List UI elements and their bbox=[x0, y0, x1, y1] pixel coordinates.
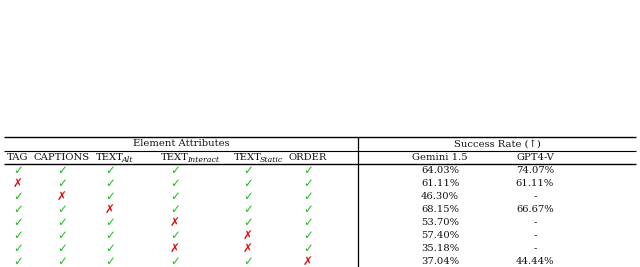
Text: Interact: Interact bbox=[187, 156, 219, 164]
Text: ✓: ✓ bbox=[105, 255, 115, 267]
Text: ✓: ✓ bbox=[303, 164, 313, 177]
Text: TAG: TAG bbox=[7, 153, 29, 162]
Text: ✓: ✓ bbox=[13, 255, 23, 267]
Text: ✓: ✓ bbox=[105, 216, 115, 229]
Text: 64.03%: 64.03% bbox=[421, 166, 459, 175]
Text: ✓: ✓ bbox=[170, 229, 180, 242]
Text: ✗: ✗ bbox=[243, 229, 253, 242]
Text: ✓: ✓ bbox=[13, 203, 23, 216]
Text: ✓: ✓ bbox=[13, 242, 23, 255]
Text: ✓: ✓ bbox=[243, 203, 253, 216]
Text: ✓: ✓ bbox=[57, 177, 67, 190]
Text: -: - bbox=[533, 231, 537, 240]
Text: ✓: ✓ bbox=[57, 229, 67, 242]
Text: TEXT: TEXT bbox=[96, 153, 124, 162]
Text: ✓: ✓ bbox=[105, 242, 115, 255]
Text: -: - bbox=[533, 244, 537, 253]
Text: ✗: ✗ bbox=[105, 203, 115, 216]
Text: ✓: ✓ bbox=[303, 229, 313, 242]
Text: CAPTIONS: CAPTIONS bbox=[34, 153, 90, 162]
Text: TEXT: TEXT bbox=[234, 153, 262, 162]
Text: Gemini 1.5: Gemini 1.5 bbox=[412, 153, 468, 162]
Text: ✓: ✓ bbox=[105, 229, 115, 242]
Text: 57.40%: 57.40% bbox=[421, 231, 459, 240]
Text: ✓: ✓ bbox=[13, 229, 23, 242]
Text: ✓: ✓ bbox=[303, 242, 313, 255]
Text: ✓: ✓ bbox=[105, 177, 115, 190]
Text: ✓: ✓ bbox=[303, 203, 313, 216]
Text: ✓: ✓ bbox=[303, 177, 313, 190]
Text: ✓: ✓ bbox=[243, 216, 253, 229]
Text: 44.44%: 44.44% bbox=[516, 257, 554, 266]
Text: ✓: ✓ bbox=[13, 216, 23, 229]
Text: ✓: ✓ bbox=[57, 242, 67, 255]
Text: 68.15%: 68.15% bbox=[421, 205, 459, 214]
Text: 61.11%: 61.11% bbox=[421, 179, 459, 188]
Text: 66.67%: 66.67% bbox=[516, 205, 554, 214]
Text: ✓: ✓ bbox=[57, 203, 67, 216]
Text: ✓: ✓ bbox=[243, 164, 253, 177]
Text: ✓: ✓ bbox=[105, 190, 115, 203]
Text: ✓: ✓ bbox=[303, 190, 313, 203]
Text: ✓: ✓ bbox=[303, 216, 313, 229]
Text: ✗: ✗ bbox=[170, 216, 180, 229]
Text: Static: Static bbox=[260, 156, 284, 164]
Text: ✓: ✓ bbox=[170, 255, 180, 267]
Text: ✓: ✓ bbox=[13, 164, 23, 177]
Text: ✓: ✓ bbox=[13, 190, 23, 203]
Text: 61.11%: 61.11% bbox=[516, 179, 554, 188]
Text: 35.18%: 35.18% bbox=[421, 244, 459, 253]
Text: Alt: Alt bbox=[122, 156, 133, 164]
Text: ✓: ✓ bbox=[57, 164, 67, 177]
Text: ✗: ✗ bbox=[303, 255, 313, 267]
Text: ✓: ✓ bbox=[170, 177, 180, 190]
Text: ✓: ✓ bbox=[243, 177, 253, 190]
Text: 74.07%: 74.07% bbox=[516, 166, 554, 175]
Text: 37.04%: 37.04% bbox=[421, 257, 459, 266]
Text: ✓: ✓ bbox=[243, 190, 253, 203]
Text: Element Attributes: Element Attributes bbox=[132, 139, 229, 148]
Text: ✓: ✓ bbox=[105, 164, 115, 177]
Text: ✗: ✗ bbox=[170, 242, 180, 255]
Text: ✓: ✓ bbox=[170, 190, 180, 203]
Text: Success Rate (↑): Success Rate (↑) bbox=[454, 139, 540, 148]
Text: 46.30%: 46.30% bbox=[421, 192, 459, 201]
Text: TEXT: TEXT bbox=[161, 153, 189, 162]
Text: ✓: ✓ bbox=[57, 216, 67, 229]
Text: ✓: ✓ bbox=[170, 203, 180, 216]
Text: 53.70%: 53.70% bbox=[421, 218, 459, 227]
Text: ✓: ✓ bbox=[170, 164, 180, 177]
Text: GPT4-V: GPT4-V bbox=[516, 153, 554, 162]
Text: ✗: ✗ bbox=[57, 190, 67, 203]
Text: ✗: ✗ bbox=[243, 242, 253, 255]
Text: ✓: ✓ bbox=[243, 255, 253, 267]
Text: -: - bbox=[533, 218, 537, 227]
Text: -: - bbox=[533, 192, 537, 201]
Text: ORDER: ORDER bbox=[289, 153, 327, 162]
Text: ✗: ✗ bbox=[13, 177, 23, 190]
Text: ✓: ✓ bbox=[57, 255, 67, 267]
